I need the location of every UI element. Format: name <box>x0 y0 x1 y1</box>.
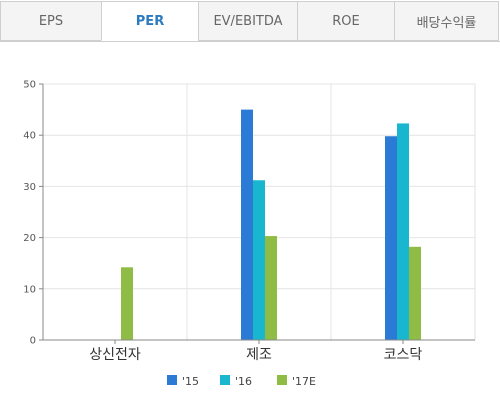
legend-label: '16 <box>235 375 252 388</box>
bar-15-1 <box>241 109 253 340</box>
legend-swatch <box>167 375 177 385</box>
y-tick-label: 30 <box>23 182 36 193</box>
tab-eps[interactable]: EPS <box>0 1 101 41</box>
tab-bar: EPS PER EV/EBITDA ROE 배당수익률 <box>0 0 500 42</box>
x-category-label: 코스닥 <box>384 347 423 363</box>
tab-dividend-yield[interactable]: 배당수익률 <box>394 1 499 41</box>
legend-label: '15 <box>182 375 199 388</box>
bar-17E-2 <box>409 246 421 340</box>
y-tick-label: 50 <box>23 80 36 91</box>
tab-ev-ebitda[interactable]: EV/EBITDA <box>198 1 297 41</box>
y-tick-label: 20 <box>23 233 36 244</box>
tab-baseline <box>0 41 500 42</box>
tab-roe[interactable]: ROE <box>297 1 394 41</box>
y-tick-label: 0 <box>30 336 36 347</box>
x-category-label: 제조 <box>246 347 272 363</box>
y-tick-label: 40 <box>23 131 36 142</box>
x-category-label: 상신전자 <box>89 347 141 363</box>
legend-swatch <box>277 375 287 385</box>
legend-swatch <box>220 375 230 385</box>
bar-16-1 <box>253 180 265 340</box>
bar-16-2 <box>397 123 409 340</box>
y-tick-label: 10 <box>23 284 36 295</box>
bar-17E-0 <box>121 267 133 340</box>
legend-label: '17E <box>292 375 316 388</box>
tab-per[interactable]: PER <box>101 1 198 41</box>
bar-17E-1 <box>265 236 277 340</box>
bar-15-2 <box>385 136 397 340</box>
